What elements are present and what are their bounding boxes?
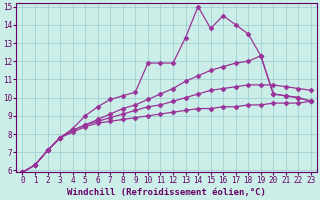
X-axis label: Windchill (Refroidissement éolien,°C): Windchill (Refroidissement éolien,°C) bbox=[67, 188, 266, 197]
